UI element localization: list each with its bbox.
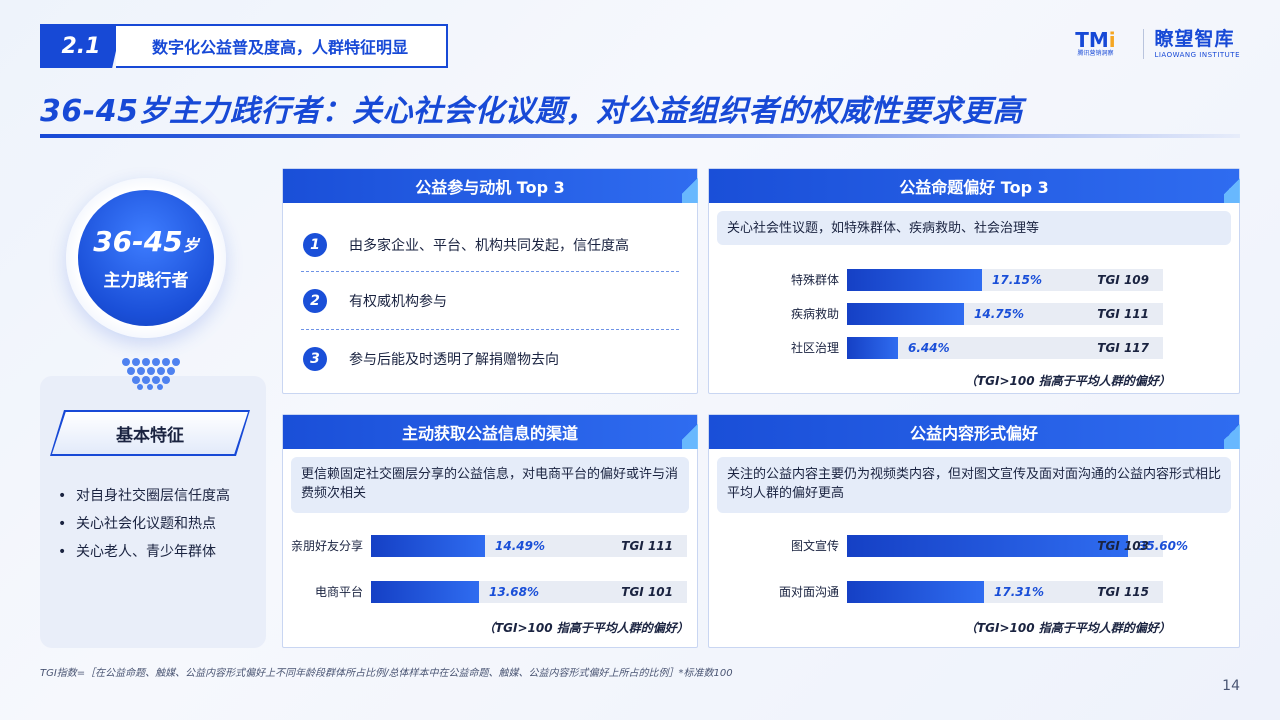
- bar-value-label: 13.68%: [489, 585, 539, 599]
- bar-row: 亲朋好友分享 14.49% TGI 111: [291, 535, 687, 557]
- bar-row: 图文宣传 35.60% TGI 103: [791, 535, 1188, 557]
- bar: [847, 535, 1128, 557]
- bar: [847, 337, 898, 359]
- motive-text: 由多家企业、平台、机构共同发起，信任度高: [349, 238, 629, 254]
- persona-role: 主力践行者: [103, 270, 189, 291]
- bar: [371, 581, 479, 603]
- bar-track: [847, 337, 1163, 359]
- topics-desc: 关心社会性议题，如特殊群体、疾病救助、社会治理等: [717, 211, 1231, 245]
- tmi-logo-accent: i: [1108, 28, 1116, 52]
- bar-row: 电商平台 13.68% TGI 101: [315, 581, 687, 603]
- bar-category-label: 图文宣传: [790, 539, 839, 553]
- bar-value-label: 6.44%: [908, 341, 950, 355]
- logo-group: TMi 腾讯营销洞察 瞭望智库 LIAOWANG INSTITUTE: [1057, 24, 1240, 64]
- formats-title: 公益内容形式偏好: [709, 415, 1240, 449]
- liaowang-logo-text: 瞭望智库: [1154, 28, 1235, 50]
- topics-title: 公益命题偏好 Top 3: [709, 169, 1240, 203]
- tgi-label: TGI 101: [621, 585, 673, 599]
- feature-item: 关心社会化议题和热点: [58, 510, 263, 538]
- motive-item: 1 由多家企业、平台、机构共同发起，信任度高: [303, 225, 629, 265]
- bar-category-label: 亲朋好友分享: [290, 539, 363, 553]
- liaowang-logo: 瞭望智库 LIAOWANG INSTITUTE: [1154, 28, 1240, 60]
- section-tag: 2.1 数字化公益普及度高，人群特征明显: [40, 24, 448, 68]
- bar-category-label: 电商平台: [314, 585, 363, 599]
- motive-number: 1: [303, 233, 327, 257]
- feature-item: 对自身社交圈层信任度高: [58, 482, 263, 510]
- persona-circle: 36-45岁 主力践行者: [78, 190, 214, 326]
- motives-card: 公益参与动机 Top 3 1 由多家企业、平台、机构共同发起，信任度高 2 有权…: [282, 168, 698, 394]
- bar: [847, 303, 964, 325]
- divider: [301, 271, 679, 272]
- tgi-label: TGI 115: [1097, 585, 1149, 599]
- motive-item: 3 参与后能及时透明了解捐赠物去向: [303, 339, 559, 379]
- section-number: 2.1: [40, 24, 122, 68]
- channels-card: 主动获取公益信息的渠道 更信赖固定社交圈层分享的公益信息，对电商平台的偏好或许与…: [282, 414, 698, 648]
- tmi-logo: TMi 腾讯营销洞察: [1057, 24, 1133, 64]
- bar-category-label: 面对面沟通: [778, 585, 839, 599]
- bar-row: 社区治理 6.44% TGI 117: [791, 337, 1163, 359]
- page-title: 36-45岁主力践行者：关心社会化议题，对公益组织者的权威性要求更高: [40, 94, 1023, 129]
- bar-value-label: 17.15%: [992, 273, 1042, 287]
- tgi-note: （TGI>100 指高于平均人群的偏好）: [483, 621, 689, 635]
- bar: [847, 581, 984, 603]
- liaowang-logo-sub: LIAOWANG INSTITUTE: [1154, 51, 1240, 59]
- topics-card: 公益命题偏好 Top 3 关心社会性议题，如特殊群体、疾病救助、社会治理等 特殊…: [708, 168, 1240, 394]
- divider: [301, 329, 679, 330]
- bar-value-label: 17.31%: [994, 585, 1044, 599]
- bar: [371, 535, 485, 557]
- channels-desc: 更信赖固定社交圈层分享的公益信息，对电商平台的偏好或许与消费频次相关: [291, 457, 689, 513]
- bar-value-label: 14.75%: [974, 307, 1024, 321]
- formats-desc: 关注的公益内容主要仍为视频类内容，但对图文宣传及面对面沟通的公益内容形式相比平均…: [717, 457, 1231, 513]
- bar-value-label: 35.60%: [1138, 539, 1188, 553]
- bar-category-label: 社区治理: [790, 341, 839, 355]
- persona-age-suffix: 岁: [182, 235, 199, 255]
- motive-text: 有权威机构参与: [349, 294, 447, 310]
- logo-divider: [1143, 29, 1145, 59]
- tmi-logo-sub: 腾讯营销洞察: [1077, 50, 1114, 57]
- bar-value-label: 14.49%: [495, 539, 545, 553]
- channels-title: 主动获取公益信息的渠道: [283, 415, 698, 449]
- persona-age: 36-45岁: [93, 224, 199, 258]
- bar-row: 特殊群体 17.15% TGI 109: [791, 269, 1163, 291]
- bar: [847, 269, 982, 291]
- motive-item: 2 有权威机构参与: [303, 281, 447, 321]
- motive-number: 3: [303, 347, 327, 371]
- feature-list: 对自身社交圈层信任度高 关心社会化议题和热点 关心老人、青少年群体: [58, 482, 263, 566]
- tgi-label: TGI 111: [1097, 307, 1149, 321]
- feature-item: 关心老人、青少年群体: [58, 538, 263, 566]
- tgi-label: TGI 111: [621, 539, 673, 553]
- bar-category-label: 特殊群体: [790, 273, 839, 287]
- page-number: 14: [1222, 678, 1240, 694]
- motives-title: 公益参与动机 Top 3: [283, 169, 698, 203]
- tgi-label: TGI 109: [1097, 273, 1149, 287]
- bar-row: 疾病救助 14.75% TGI 111: [791, 303, 1163, 325]
- tgi-note: （TGI>100 指高于平均人群的偏好）: [965, 374, 1171, 388]
- tgi-label: TGI 117: [1097, 341, 1149, 355]
- bar-row: 面对面沟通 17.31% TGI 115: [779, 581, 1163, 603]
- footnote: TGI指数=［在公益命题、触媒、公益内容形式偏好上不同年龄段群体所占比例/总体样…: [40, 668, 733, 679]
- formats-card: 公益内容形式偏好 关注的公益内容主要仍为视频类内容，但对图文宣传及面对面沟通的公…: [708, 414, 1240, 648]
- tgi-note: （TGI>100 指高于平均人群的偏好）: [965, 621, 1171, 635]
- decorative-dots: [122, 358, 182, 392]
- feature-title: 基本特征: [52, 412, 248, 454]
- tgi-label: TGI 103: [1097, 539, 1149, 553]
- motive-number: 2: [303, 289, 327, 313]
- section-title: 数字化公益普及度高，人群特征明显: [116, 24, 448, 68]
- title-underline: [40, 134, 1240, 138]
- motive-text: 参与后能及时透明了解捐赠物去向: [349, 352, 559, 368]
- bar-category-label: 疾病救助: [790, 307, 839, 321]
- tmi-logo-text: TM: [1075, 28, 1109, 52]
